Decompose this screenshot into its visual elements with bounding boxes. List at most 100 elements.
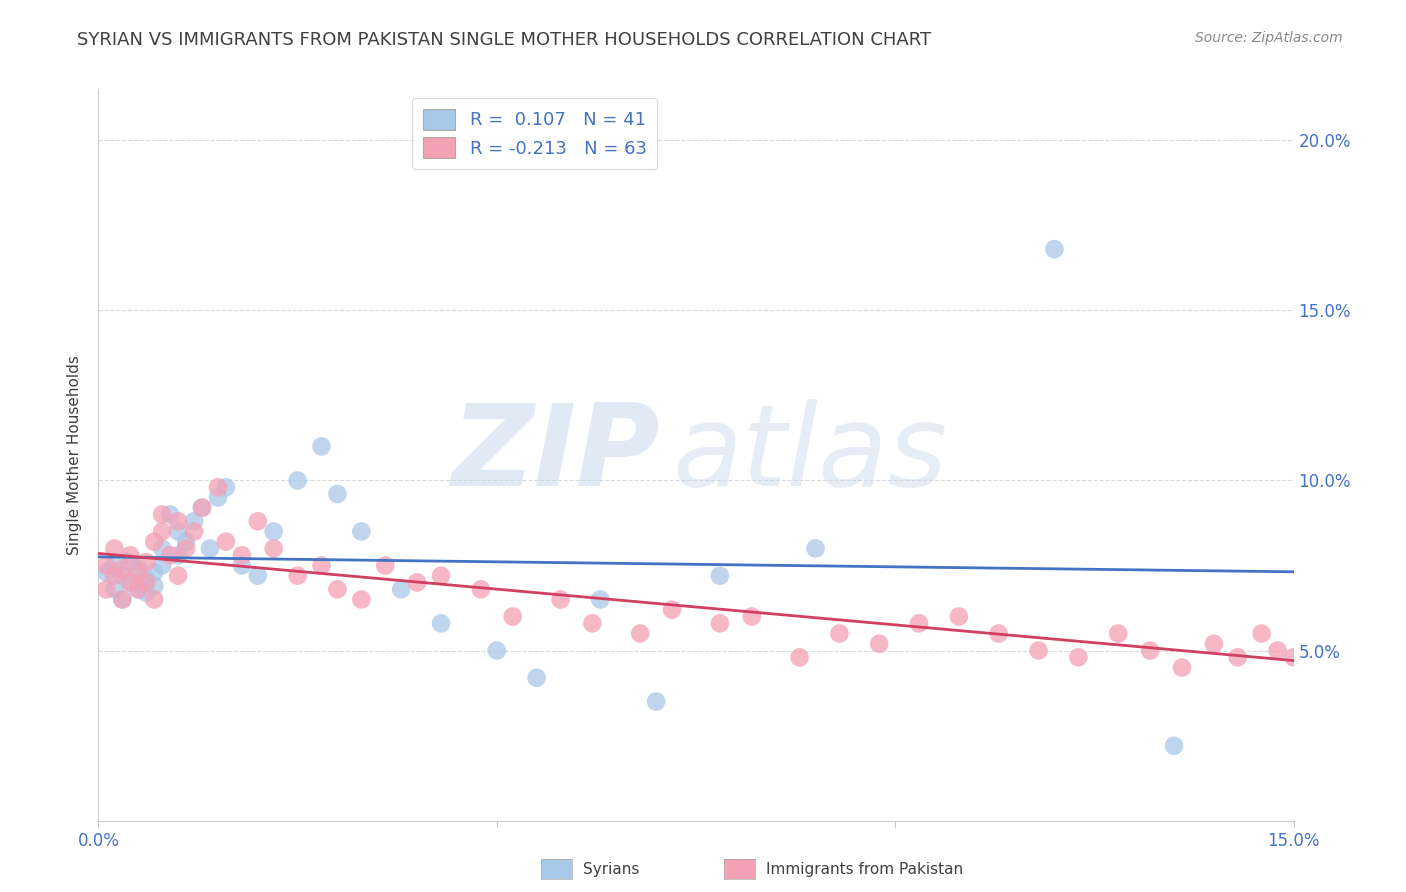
Point bbox=[231, 558, 253, 573]
Point bbox=[167, 568, 190, 582]
Point bbox=[1139, 643, 1161, 657]
Point bbox=[231, 549, 253, 563]
Point bbox=[406, 575, 429, 590]
Point bbox=[326, 582, 349, 597]
Point bbox=[1282, 650, 1305, 665]
Text: SYRIAN VS IMMIGRANTS FROM PAKISTAN SINGLE MOTHER HOUSEHOLDS CORRELATION CHART: SYRIAN VS IMMIGRANTS FROM PAKISTAN SINGL… bbox=[77, 31, 931, 49]
Point bbox=[111, 562, 134, 576]
Point bbox=[1298, 660, 1320, 674]
Point bbox=[135, 585, 157, 599]
Y-axis label: Single Mother Households: Single Mother Households bbox=[67, 355, 83, 555]
Point bbox=[389, 582, 412, 597]
Point bbox=[1163, 739, 1185, 753]
Point bbox=[111, 592, 134, 607]
Text: Syrians: Syrians bbox=[583, 863, 640, 877]
Point bbox=[709, 568, 731, 582]
Point bbox=[661, 603, 683, 617]
Point bbox=[143, 579, 166, 593]
Point bbox=[741, 609, 763, 624]
Point bbox=[709, 616, 731, 631]
Point bbox=[167, 524, 190, 539]
Point bbox=[120, 575, 142, 590]
Text: atlas: atlas bbox=[672, 400, 948, 510]
Point bbox=[987, 626, 1010, 640]
Point bbox=[111, 568, 134, 582]
Point bbox=[96, 558, 118, 573]
Point bbox=[1315, 643, 1337, 657]
Point bbox=[374, 558, 396, 573]
Point bbox=[174, 534, 197, 549]
Point bbox=[135, 555, 157, 569]
Point bbox=[1067, 650, 1090, 665]
Point bbox=[645, 695, 668, 709]
Point bbox=[1330, 650, 1353, 665]
Point bbox=[150, 508, 173, 522]
Point bbox=[1250, 626, 1272, 640]
Point bbox=[183, 514, 205, 528]
Point bbox=[287, 474, 309, 488]
Point bbox=[868, 637, 890, 651]
Point bbox=[1362, 657, 1385, 672]
Legend: R =  0.107   N = 41, R = -0.213   N = 63: R = 0.107 N = 41, R = -0.213 N = 63 bbox=[412, 98, 658, 169]
Point bbox=[120, 575, 142, 590]
Point bbox=[103, 541, 125, 556]
Point bbox=[1107, 626, 1129, 640]
Point bbox=[589, 592, 612, 607]
Point bbox=[143, 566, 166, 580]
Point bbox=[628, 626, 651, 640]
Point bbox=[191, 500, 214, 515]
Point bbox=[246, 514, 269, 528]
Text: Immigrants from Pakistan: Immigrants from Pakistan bbox=[766, 863, 963, 877]
Point bbox=[96, 582, 118, 597]
Point bbox=[135, 575, 157, 590]
Point bbox=[159, 508, 181, 522]
Point bbox=[215, 534, 238, 549]
Point bbox=[159, 549, 181, 563]
Point bbox=[1043, 242, 1066, 256]
Point bbox=[1202, 637, 1225, 651]
Point bbox=[263, 541, 285, 556]
Point bbox=[103, 582, 125, 597]
Point bbox=[135, 572, 157, 586]
Point bbox=[550, 592, 572, 607]
Point bbox=[120, 555, 142, 569]
Point bbox=[111, 592, 134, 607]
Point bbox=[120, 549, 142, 563]
Point bbox=[430, 568, 453, 582]
Point bbox=[908, 616, 931, 631]
Point bbox=[167, 549, 190, 563]
Point bbox=[311, 439, 333, 453]
Point bbox=[485, 643, 508, 657]
Point bbox=[96, 566, 118, 580]
Point bbox=[350, 592, 373, 607]
Point bbox=[311, 558, 333, 573]
Point bbox=[789, 650, 811, 665]
Point bbox=[828, 626, 851, 640]
Point bbox=[103, 568, 125, 582]
Point bbox=[430, 616, 453, 631]
Point bbox=[350, 524, 373, 539]
Point bbox=[150, 541, 173, 556]
Point bbox=[215, 480, 238, 494]
Point bbox=[1346, 637, 1368, 651]
Point bbox=[502, 609, 524, 624]
Point bbox=[804, 541, 827, 556]
Point bbox=[150, 558, 173, 573]
Point bbox=[263, 524, 285, 539]
Point bbox=[143, 592, 166, 607]
Point bbox=[191, 500, 214, 515]
Point bbox=[150, 524, 173, 539]
Point bbox=[127, 566, 149, 580]
Point bbox=[1267, 643, 1289, 657]
Point bbox=[143, 534, 166, 549]
Text: Source: ZipAtlas.com: Source: ZipAtlas.com bbox=[1195, 31, 1343, 45]
Point bbox=[127, 582, 149, 597]
Point bbox=[1226, 650, 1249, 665]
Point bbox=[246, 568, 269, 582]
Point bbox=[207, 480, 229, 494]
Point bbox=[198, 541, 221, 556]
Point bbox=[174, 541, 197, 556]
Point bbox=[207, 491, 229, 505]
Point bbox=[470, 582, 492, 597]
Text: ZIP: ZIP bbox=[451, 400, 661, 510]
